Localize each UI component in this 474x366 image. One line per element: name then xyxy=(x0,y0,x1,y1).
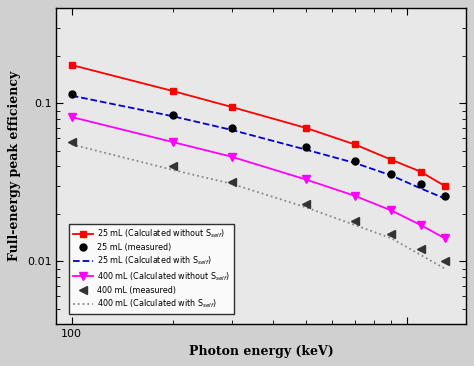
Line: 25 mL (Calculated with S$_{self}$): 25 mL (Calculated with S$_{self}$) xyxy=(72,96,445,198)
25 mL (measured) xyxy=(170,112,175,117)
400 mL (measured) xyxy=(442,259,447,264)
25 mL (measured) xyxy=(389,171,394,176)
400 mL (measured) xyxy=(389,231,394,236)
400 mL (Calculated without S$_{self}$) xyxy=(170,140,175,144)
25 mL (Calculated without S$_{self}$) xyxy=(170,89,175,93)
25 mL (Calculated with S$_{self}$) xyxy=(170,114,175,119)
400 mL (measured) xyxy=(69,140,74,144)
25 mL (measured) xyxy=(228,126,234,130)
400 mL (Calculated without S$_{self}$) xyxy=(69,115,74,119)
400 mL (measured) xyxy=(418,247,423,251)
X-axis label: Photon energy (keV): Photon energy (keV) xyxy=(189,345,333,358)
400 mL (Calculated with S$_{self}$) xyxy=(228,182,234,186)
Line: 25 mL (Calculated without S$_{self}$): 25 mL (Calculated without S$_{self}$) xyxy=(68,61,448,190)
Line: 400 mL (Calculated with S$_{self}$): 400 mL (Calculated with S$_{self}$) xyxy=(72,145,445,269)
400 mL (Calculated with S$_{self}$) xyxy=(352,223,358,227)
400 mL (measured) xyxy=(228,179,234,184)
Legend: 25 mL (Calculated without S$_{self}$), 25 mL (measured), 25 mL (Calculated with : 25 mL (Calculated without S$_{self}$), 2… xyxy=(69,224,234,314)
25 mL (Calculated with S$_{self}$) xyxy=(418,186,423,191)
400 mL (measured) xyxy=(170,164,175,168)
400 mL (Calculated with S$_{self}$) xyxy=(303,205,309,209)
25 mL (Calculated with S$_{self}$) xyxy=(303,147,309,152)
400 mL (measured) xyxy=(303,202,309,206)
400 mL (Calculated without S$_{self}$) xyxy=(418,223,423,227)
25 mL (Calculated with S$_{self}$) xyxy=(228,128,234,132)
400 mL (Calculated with S$_{self}$) xyxy=(418,253,423,257)
400 mL (Calculated without S$_{self}$) xyxy=(228,154,234,159)
400 mL (Calculated with S$_{self}$) xyxy=(170,168,175,172)
25 mL (Calculated without S$_{self}$) xyxy=(69,63,74,67)
400 mL (Calculated without S$_{self}$) xyxy=(352,194,358,198)
400 mL (Calculated without S$_{self}$) xyxy=(303,177,309,182)
400 mL (Calculated without S$_{self}$) xyxy=(389,208,394,213)
Line: 400 mL (measured): 400 mL (measured) xyxy=(67,138,449,266)
25 mL (measured) xyxy=(418,182,423,186)
25 mL (Calculated with S$_{self}$) xyxy=(389,173,394,178)
Line: 400 mL (Calculated without S$_{self}$): 400 mL (Calculated without S$_{self}$) xyxy=(67,113,449,243)
25 mL (Calculated without S$_{self}$) xyxy=(389,157,394,162)
25 mL (Calculated without S$_{self}$) xyxy=(442,184,447,188)
25 mL (Calculated without S$_{self}$) xyxy=(418,169,423,174)
400 mL (Calculated with S$_{self}$) xyxy=(389,236,394,240)
25 mL (measured) xyxy=(69,92,74,96)
Y-axis label: Full-energy peak efficiency: Full-energy peak efficiency xyxy=(9,71,21,261)
400 mL (Calculated with S$_{self}$) xyxy=(442,266,447,271)
400 mL (Calculated with S$_{self}$) xyxy=(69,142,74,147)
25 mL (measured) xyxy=(352,159,358,164)
25 mL (Calculated without S$_{self}$) xyxy=(352,142,358,147)
25 mL (Calculated with S$_{self}$) xyxy=(69,93,74,98)
Line: 25 mL (measured): 25 mL (measured) xyxy=(68,90,448,199)
400 mL (Calculated without S$_{self}$) xyxy=(442,236,447,240)
25 mL (measured) xyxy=(442,194,447,198)
25 mL (Calculated with S$_{self}$) xyxy=(442,196,447,201)
25 mL (Calculated without S$_{self}$) xyxy=(303,126,309,130)
25 mL (Calculated without S$_{self}$) xyxy=(228,105,234,109)
400 mL (measured) xyxy=(352,219,358,223)
25 mL (Calculated with S$_{self}$) xyxy=(352,161,358,165)
25 mL (measured) xyxy=(303,145,309,149)
